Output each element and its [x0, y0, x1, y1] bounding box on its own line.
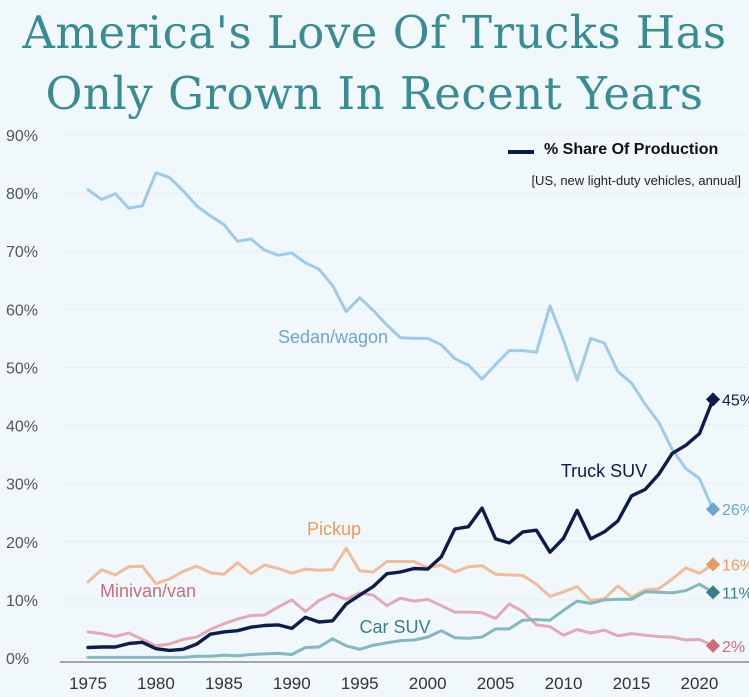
end-marker-car-suv	[705, 585, 721, 600]
legend-line-swatch	[508, 150, 534, 154]
end-value-label-sedan-wagon: 26%	[722, 502, 749, 519]
x-tick-label: 1975	[69, 674, 107, 693]
y-tick-label: 20%	[6, 535, 38, 552]
series-label-sedan-wagon: Sedan/wagon	[278, 327, 388, 347]
x-tick-label: 1990	[273, 674, 311, 693]
x-tick-label: 2015	[613, 674, 651, 693]
end-value-label-minivan-van: 2%	[722, 639, 745, 656]
x-tick-label: 2000	[409, 674, 447, 693]
y-tick-label: 30%	[6, 477, 38, 494]
legend-label: % Share Of Production	[544, 141, 719, 158]
series-line-minivan-van	[86, 591, 715, 648]
y-tick-label: 60%	[6, 302, 38, 319]
end-marker-minivan-van	[705, 638, 721, 653]
chart-title-line-2: Only Grown In Recent Years	[45, 67, 704, 120]
series-line-sedan-wagon	[86, 171, 715, 511]
y-tick-label: 10%	[6, 593, 38, 610]
end-value-label-pickup: 16%	[722, 557, 749, 574]
y-tick-label: 80%	[6, 186, 38, 203]
end-value-label-truck-suv: 45%	[722, 392, 749, 409]
x-tick-label: 1980	[137, 674, 175, 693]
y-tick-label: 70%	[6, 244, 38, 261]
y-tick-label: 40%	[6, 419, 38, 436]
series-label-pickup: Pickup	[307, 519, 361, 539]
end-marker-truck-suv	[705, 392, 721, 407]
y-tick-label: 0%	[6, 651, 29, 668]
series-label-minivan-van: Minivan/van	[100, 581, 196, 601]
series-line-pickup	[86, 546, 715, 602]
end-marker-pickup	[705, 557, 721, 572]
y-tick-label: 50%	[6, 360, 38, 377]
series-label-car-suv: Car SUV	[359, 617, 430, 637]
chart-title-line-1: America's Love Of Trucks Has	[22, 6, 727, 59]
end-value-label-car-suv: 11%	[722, 585, 749, 602]
y-tick-label: 90%	[6, 128, 38, 145]
x-tick-label: 2010	[545, 674, 583, 693]
x-tick-label: 1985	[205, 674, 243, 693]
x-tick-label: 2020	[680, 674, 718, 693]
series-line-car-suv	[86, 582, 715, 659]
series-line-truck-suv	[86, 397, 715, 653]
series-label-truck-suv: Truck SUV	[561, 461, 647, 481]
x-tick-label: 1995	[341, 674, 379, 693]
x-tick-label: 2005	[477, 674, 515, 693]
end-marker-sedan-wagon	[705, 502, 721, 517]
legend-subtitle: [US, new light-duty vehicles, annual]	[531, 173, 741, 188]
